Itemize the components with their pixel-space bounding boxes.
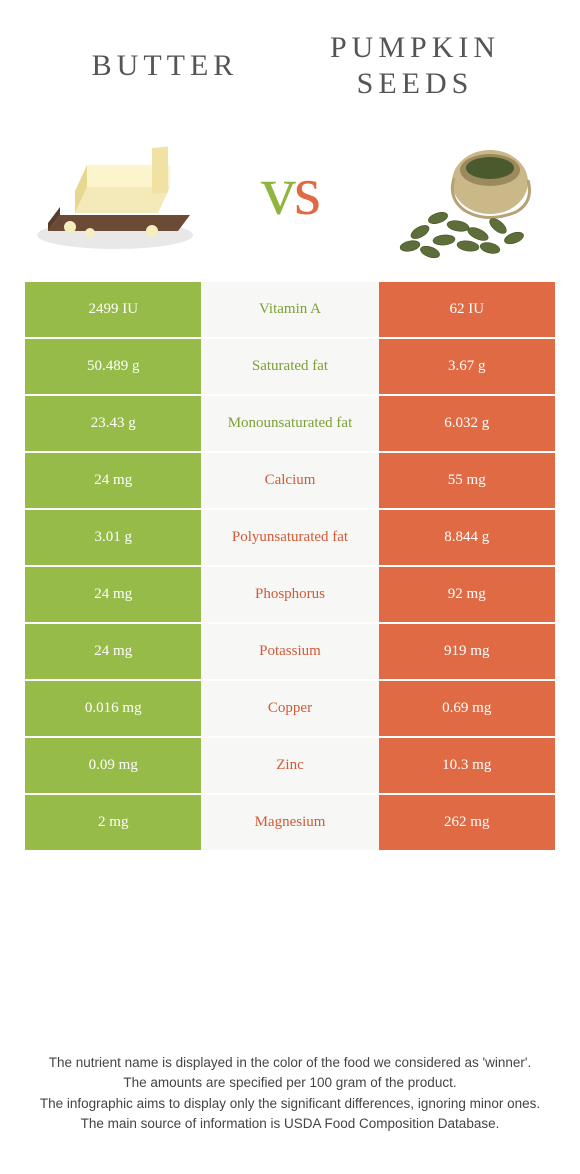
left-value: 24 mg bbox=[25, 453, 201, 508]
butter-image bbox=[30, 122, 200, 262]
right-value: 3.67 g bbox=[379, 339, 555, 394]
pumpkin-seeds-image bbox=[380, 122, 550, 262]
table-row: 24 mgPotassium919 mg bbox=[25, 624, 555, 679]
right-value: 8.844 g bbox=[379, 510, 555, 565]
nutrient-label: Copper bbox=[201, 681, 378, 736]
left-value: 50.489 g bbox=[25, 339, 201, 394]
nutrient-label: Polyunsaturated fat bbox=[201, 510, 378, 565]
right-value: 55 mg bbox=[379, 453, 555, 508]
left-value: 2 mg bbox=[25, 795, 201, 850]
vs-label: vs bbox=[261, 152, 319, 232]
left-value: 0.09 mg bbox=[25, 738, 201, 793]
nutrient-label: Monounsaturated fat bbox=[201, 396, 378, 451]
right-value: 919 mg bbox=[379, 624, 555, 679]
right-value: 6.032 g bbox=[379, 396, 555, 451]
table-row: 50.489 gSaturated fat3.67 g bbox=[25, 339, 555, 394]
nutrient-label: Vitamin A bbox=[201, 282, 378, 337]
left-value: 0.016 mg bbox=[25, 681, 201, 736]
comparison-table: 2499 IUVitamin A62 IU50.489 gSaturated f… bbox=[25, 282, 555, 850]
footnote-line: The nutrient name is displayed in the co… bbox=[30, 1053, 550, 1073]
left-value: 23.43 g bbox=[25, 396, 201, 451]
table-row: 3.01 gPolyunsaturated fat8.844 g bbox=[25, 510, 555, 565]
nutrient-label: Magnesium bbox=[201, 795, 378, 850]
vs-s: s bbox=[294, 153, 319, 230]
footnote-line: The amounts are specified per 100 gram o… bbox=[30, 1073, 550, 1093]
header: Butter Pumpkin seeds bbox=[0, 0, 580, 112]
table-row: 24 mgPhosphorus92 mg bbox=[25, 567, 555, 622]
left-value: 24 mg bbox=[25, 567, 201, 622]
nutrient-label: Potassium bbox=[201, 624, 378, 679]
left-value: 24 mg bbox=[25, 624, 201, 679]
footnote-line: The main source of information is USDA F… bbox=[30, 1114, 550, 1134]
table-row: 2 mgMagnesium262 mg bbox=[25, 795, 555, 850]
table-row: 2499 IUVitamin A62 IU bbox=[25, 282, 555, 337]
nutrient-label: Zinc bbox=[201, 738, 378, 793]
table-row: 24 mgCalcium55 mg bbox=[25, 453, 555, 508]
vs-v: v bbox=[261, 153, 294, 230]
nutrient-label: Calcium bbox=[201, 453, 378, 508]
table-row: 0.016 mgCopper0.69 mg bbox=[25, 681, 555, 736]
right-value: 92 mg bbox=[379, 567, 555, 622]
right-value: 262 mg bbox=[379, 795, 555, 850]
left-value: 2499 IU bbox=[25, 282, 201, 337]
table-row: 23.43 gMonounsaturated fat6.032 g bbox=[25, 396, 555, 451]
nutrient-label: Saturated fat bbox=[201, 339, 378, 394]
right-value: 62 IU bbox=[379, 282, 555, 337]
footnote-line: The infographic aims to display only the… bbox=[30, 1094, 550, 1114]
right-food-title: Pumpkin seeds bbox=[290, 30, 540, 102]
image-row: vs bbox=[0, 112, 580, 282]
nutrient-label: Phosphorus bbox=[201, 567, 378, 622]
footnotes: The nutrient name is displayed in the co… bbox=[30, 1053, 550, 1134]
left-food-title: Butter bbox=[40, 48, 290, 84]
right-value: 10.3 mg bbox=[379, 738, 555, 793]
table-row: 0.09 mgZinc10.3 mg bbox=[25, 738, 555, 793]
right-value: 0.69 mg bbox=[379, 681, 555, 736]
left-value: 3.01 g bbox=[25, 510, 201, 565]
